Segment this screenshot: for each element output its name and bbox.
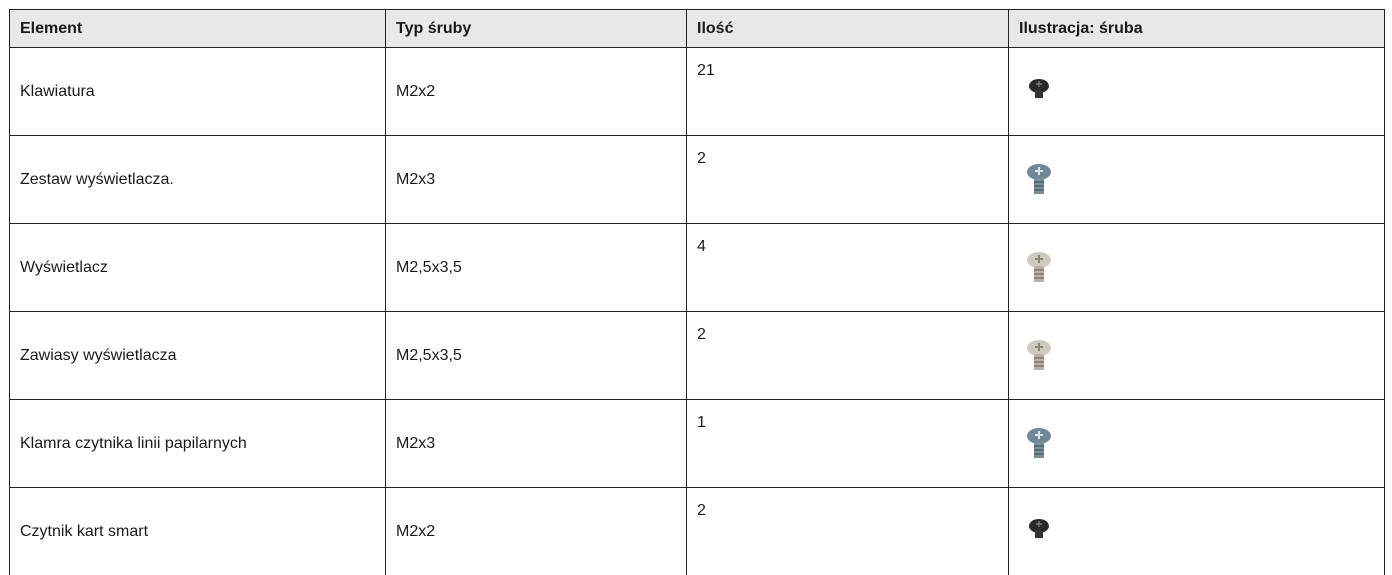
header-cell: Ilość <box>687 10 1009 48</box>
cell: Zestaw wyświetlacza. <box>10 136 386 224</box>
cell <box>1009 488 1385 575</box>
screw-icon <box>1019 512 1059 552</box>
cell: M2x2 <box>386 48 687 136</box>
header-row: Element Typ śruby Ilość Ilustracja: śrub… <box>10 10 1385 48</box>
cell: 1 <box>687 400 1009 488</box>
page: Element Typ śruby Ilość Ilustracja: śrub… <box>0 0 1392 547</box>
cell: 2 <box>687 488 1009 575</box>
screw-icon <box>1019 336 1059 376</box>
cell <box>1009 48 1385 136</box>
screw-icon <box>1019 248 1059 288</box>
screw-icon <box>1019 72 1059 112</box>
cell: M2x3 <box>386 400 687 488</box>
cell: Klamra czytnika linii papilarnych <box>10 400 386 488</box>
cell: Wyświetlacz <box>10 224 386 312</box>
cell <box>1009 400 1385 488</box>
cell <box>1009 312 1385 400</box>
header-cell: Typ śruby <box>386 10 687 48</box>
header-cell: Ilustracja: śruba <box>1009 10 1385 48</box>
cell: 2 <box>687 136 1009 224</box>
screw-icon <box>1019 160 1059 200</box>
cell: 2 <box>687 312 1009 400</box>
screw-table: Element Typ śruby Ilość Ilustracja: śrub… <box>9 9 1385 575</box>
cell: 21 <box>687 48 1009 136</box>
header-cell: Element <box>10 10 386 48</box>
cell <box>1009 136 1385 224</box>
cell: Czytnik kart smart <box>10 488 386 575</box>
cell: M2,5x3,5 <box>386 224 687 312</box>
cell: M2x3 <box>386 136 687 224</box>
cell: M2,5x3,5 <box>386 312 687 400</box>
cell: Klawiatura <box>10 48 386 136</box>
cell: Zawiasy wyświetlacza <box>10 312 386 400</box>
cell: 4 <box>687 224 1009 312</box>
cell: M2x2 <box>386 488 687 575</box>
cell <box>1009 224 1385 312</box>
screw-icon <box>1019 424 1059 464</box>
